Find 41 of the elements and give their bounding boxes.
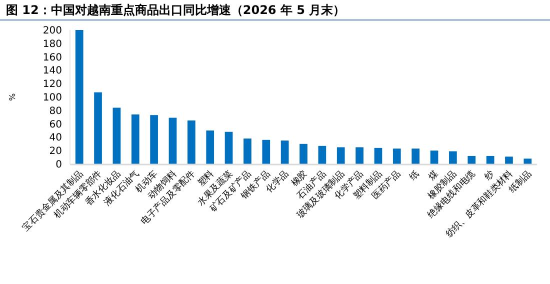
bar [206, 130, 214, 164]
bar [524, 158, 532, 164]
bar [374, 148, 382, 164]
bar [336, 147, 345, 164]
y-tick-label: 100 [42, 92, 62, 104]
bar [318, 146, 326, 164]
bar [392, 148, 401, 164]
bar [486, 156, 494, 164]
bar [430, 150, 438, 164]
y-tick-label: 200 [42, 26, 62, 36]
bar [280, 140, 289, 164]
y-tick-label: 140 [42, 66, 62, 77]
bar [187, 120, 196, 164]
bar [356, 147, 364, 164]
bar [449, 151, 457, 164]
bar [468, 156, 476, 164]
y-tick-label: 0 [56, 160, 62, 170]
bar [150, 115, 158, 164]
y-tick-label: 160 [42, 52, 62, 64]
bar [112, 108, 121, 164]
bar [300, 144, 308, 164]
bar [168, 118, 177, 164]
y-axis-title: % [8, 92, 17, 101]
y-tick-label: 180 [42, 38, 62, 50]
y-tick-label: 80 [49, 106, 62, 117]
y-tick-label: 60 [49, 119, 62, 130]
bar [94, 92, 102, 164]
y-tick-label: 120 [42, 79, 62, 90]
y-tick-label: 40 [49, 132, 62, 144]
bar [505, 156, 513, 164]
bar [262, 140, 270, 164]
bar [75, 30, 84, 164]
bar [412, 148, 420, 164]
x-tick-label: 纱 [482, 168, 496, 182]
chart-title: 图 12：中国对越南重点商品出口同比增速（2026 年 5 月末） [6, 3, 346, 17]
bar [244, 138, 252, 164]
y-tick-label: 20 [49, 146, 62, 158]
bar [224, 132, 233, 164]
x-tick-label: 纸 [408, 168, 422, 182]
bar [131, 114, 140, 164]
x-tick-label: 煤 [426, 168, 440, 182]
